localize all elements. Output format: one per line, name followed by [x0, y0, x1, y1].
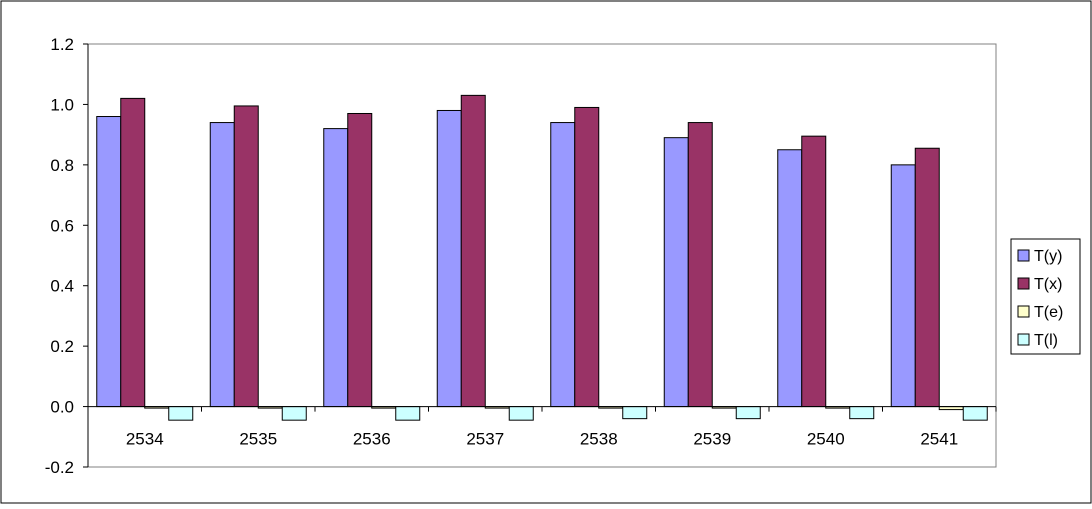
bar-tl-2539 — [735, 406, 761, 420]
legend-label: T(y) — [1034, 248, 1062, 265]
bar-ty-2534 — [96, 116, 122, 408]
bar-tx-2536 — [347, 112, 373, 408]
bar-tx-2540 — [801, 135, 827, 408]
bars — [96, 94, 988, 421]
legend-swatch-tl — [1017, 333, 1030, 346]
y-tick-label: 1.2 — [50, 35, 74, 54]
bar-ty-2537 — [436, 109, 462, 408]
legend-swatch-ty — [1017, 249, 1030, 262]
x-tick-label: 2534 — [126, 430, 164, 449]
bar-tl-2537 — [508, 406, 534, 421]
x-tick-label: 2535 — [239, 430, 277, 449]
bar-tl-2536 — [395, 406, 421, 421]
y-tick-label: 0.8 — [50, 156, 74, 175]
y-tick-label: 0.0 — [50, 398, 74, 417]
x-tick-label: 2537 — [466, 430, 504, 449]
x-tick-label: 2539 — [693, 430, 731, 449]
bar-tl-2534 — [168, 406, 194, 421]
bar-tl-2538 — [622, 406, 648, 420]
bar-tx-2534 — [120, 97, 146, 408]
legend-swatch-tx — [1017, 277, 1030, 290]
legend: T(y) T(x) T(e) T(l) — [1010, 238, 1081, 355]
y-tick-label: 0.6 — [50, 216, 74, 235]
bar-ty-2540 — [777, 149, 803, 408]
bar-tx-2539 — [687, 122, 713, 408]
bar-ty-2541 — [890, 164, 916, 408]
y-tick-label: 1.0 — [50, 95, 74, 114]
y-tick-label: 0.2 — [50, 337, 74, 356]
bar-tx-2535 — [233, 105, 259, 408]
legend-label: T(l) — [1034, 332, 1058, 349]
y-tick-label: 0.4 — [50, 277, 74, 296]
x-tick-label: 2538 — [580, 430, 618, 449]
bar-ty-2538 — [550, 122, 576, 408]
bar-tl-2540 — [849, 406, 875, 420]
x-tick-label: 2540 — [807, 430, 845, 449]
bar-tx-2538 — [574, 106, 600, 408]
bar-ty-2535 — [209, 122, 235, 408]
bar-tl-2535 — [281, 406, 307, 421]
bar-tx-2541 — [914, 147, 940, 408]
y-axis: 1.2 1.0 0.8 0.6 0.4 0.2 0.0 -0.2 — [45, 35, 89, 477]
bar-ty-2539 — [663, 137, 689, 408]
x-tick-label: 2536 — [353, 430, 391, 449]
y-tick-label: -0.2 — [45, 458, 74, 477]
legend-label: T(x) — [1034, 276, 1062, 293]
x-axis: 2534 2535 2536 2537 2538 2539 2540 2541 — [87, 406, 997, 449]
legend-swatch-te — [1017, 305, 1030, 318]
bar-ty-2536 — [323, 128, 349, 408]
bar-tl-2541 — [962, 406, 988, 421]
legend-label: T(e) — [1034, 304, 1063, 321]
bar-tx-2537 — [460, 94, 486, 408]
x-tick-label: 2541 — [920, 430, 958, 449]
